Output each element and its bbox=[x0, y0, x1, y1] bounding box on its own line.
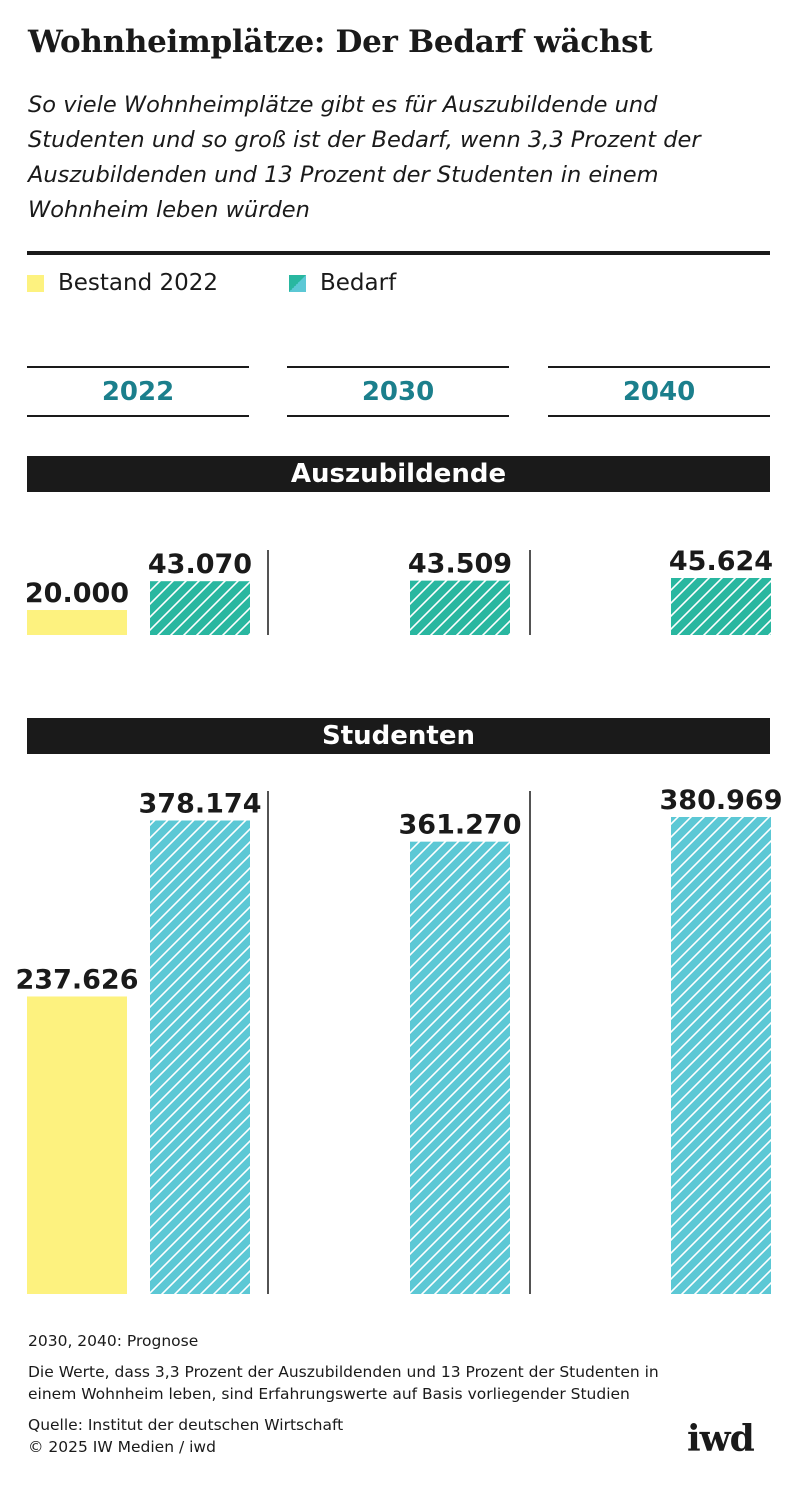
label-bestand-auszubildende-2022: 20.000 bbox=[25, 578, 129, 609]
section-band-auszubildende: Auszubildende bbox=[27, 456, 770, 492]
label-bedarf-auszubildende-2040: 45.624 bbox=[669, 546, 773, 577]
legend-swatch-bedarf bbox=[289, 274, 306, 292]
year-header-2030: 2030 bbox=[287, 366, 509, 417]
source-note: Quelle: Institut der deutschen Wirtschaf… bbox=[28, 1414, 343, 1458]
subtitle-line-3: Auszubildenden und 13 Prozent der Studen… bbox=[28, 162, 659, 188]
bar-bedarf-studenten-2030 bbox=[410, 841, 510, 1294]
iwd-logo: iwd bbox=[687, 1418, 755, 1460]
footnote-method-line-2: einem Wohnheim leben, sind Erfahrungswer… bbox=[28, 1385, 630, 1403]
legend-label-bestand: Bestand 2022 bbox=[58, 270, 219, 296]
bar-bestand-studenten-2022 bbox=[27, 996, 127, 1294]
subtitle-line-4: Wohnheim leben würden bbox=[28, 197, 310, 223]
section-band-studenten: Studenten bbox=[27, 718, 770, 754]
chart-subtitle: So viele Wohnheimplätze gibt es für Ausz… bbox=[28, 88, 773, 228]
label-bestand-studenten-2022: 237.626 bbox=[16, 964, 139, 995]
footnote-method: Die Werte, dass 3,3 Prozent der Auszubil… bbox=[28, 1361, 659, 1405]
subtitle-line-1: So viele Wohnheimplätze gibt es für Ausz… bbox=[28, 92, 658, 118]
label-bedarf-auszubildende-2030: 43.509 bbox=[408, 549, 512, 580]
footnote-method-line-1: Die Werte, dass 3,3 Prozent der Auszubil… bbox=[28, 1363, 659, 1381]
subtitle-line-2: Studenten und so groß ist der Bedarf, we… bbox=[28, 127, 701, 153]
bar-bedarf-auszubildende-2030 bbox=[410, 580, 510, 635]
bar-bedarf-studenten-2040 bbox=[671, 817, 771, 1294]
source-text: Quelle: Institut der deutschen Wirtschaf… bbox=[28, 1416, 344, 1434]
bar-bedarf-auszubildende-2022 bbox=[150, 581, 250, 635]
copyright-text: © 2025 IW Medien / iwd bbox=[28, 1438, 216, 1456]
label-bedarf-auszubildende-2022: 43.070 bbox=[148, 549, 252, 580]
label-bedarf-studenten-2040: 380.969 bbox=[660, 785, 783, 816]
legend-item-bedarf: Bedarf bbox=[289, 270, 396, 296]
legend-label-bedarf: Bedarf bbox=[320, 270, 397, 296]
footnote-prognose: 2030, 2040: Prognose bbox=[28, 1332, 199, 1350]
header-divider bbox=[27, 251, 770, 255]
legend-swatch-bestand bbox=[27, 274, 44, 292]
legend-item-bestand: Bestand 2022 bbox=[27, 270, 218, 296]
year-header-2040: 2040 bbox=[548, 366, 770, 417]
bar-bestand-auszubildende-2022 bbox=[27, 610, 127, 635]
label-bedarf-studenten-2030: 361.270 bbox=[399, 810, 522, 841]
bar-bedarf-studenten-2022 bbox=[150, 820, 250, 1294]
year-header-2022: 2022 bbox=[27, 366, 249, 417]
label-bedarf-studenten-2022: 378.174 bbox=[139, 788, 262, 819]
chart-title: Wohnheimplätze: Der Bedarf wächst bbox=[28, 24, 653, 60]
bar-bedarf-auszubildende-2040 bbox=[671, 578, 771, 635]
